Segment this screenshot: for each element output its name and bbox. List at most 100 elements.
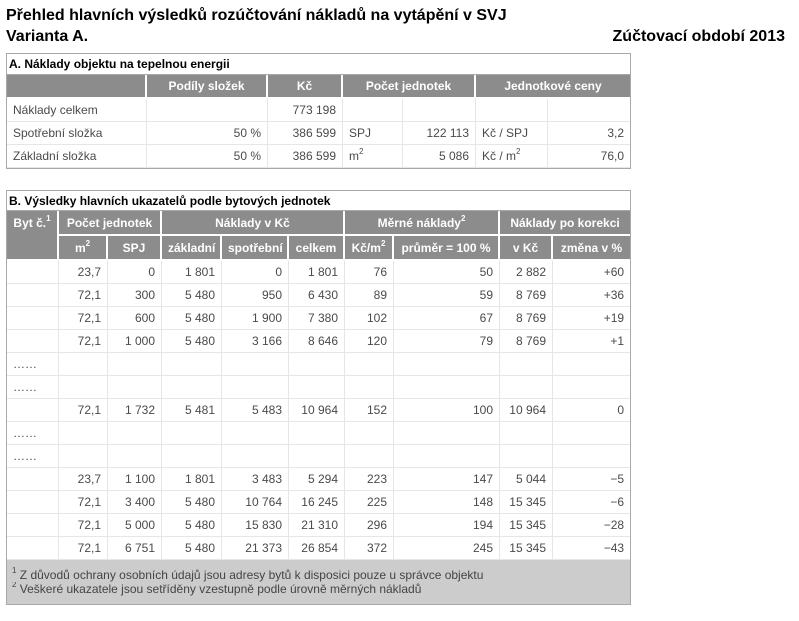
- total-cost: [289, 353, 345, 376]
- unit-cell: [7, 491, 59, 514]
- total-cost: [289, 445, 345, 468]
- total-cost: 10 964: [289, 399, 345, 422]
- unit-cell: ……: [7, 422, 59, 445]
- unit-cell: [7, 330, 59, 353]
- cost-per-m2: 223: [345, 468, 394, 491]
- table-row: 72,1 3 400 5 480 10 764 16 245 225 148 15 345 −6: [7, 491, 631, 514]
- basic-cost: [162, 445, 222, 468]
- total-cost: 26 854: [289, 537, 345, 560]
- average-percent: 79: [394, 330, 500, 353]
- footnote-1: 1 Z důvodů ochrany osobních údajů jsou a…: [7, 560, 631, 582]
- cost-per-m2: 120: [345, 330, 394, 353]
- subheader-m2: m2: [59, 236, 108, 261]
- consumption-cost: 10 764: [222, 491, 289, 514]
- spj-value: 300: [108, 284, 162, 307]
- change-percent: [553, 422, 631, 445]
- price-value: 3,2: [548, 122, 631, 145]
- area-m2: 72,1: [59, 537, 108, 560]
- header-czk: Kč: [268, 75, 343, 99]
- total-cost: 16 245: [289, 491, 345, 514]
- header-unit-no: Byt č.1: [7, 211, 59, 261]
- cost-per-m2: [345, 422, 394, 445]
- subheader-consumption: spotřební: [222, 236, 289, 261]
- table-row: 72,1 600 5 480 1 900 7 380 102 67 8 769 +19: [7, 307, 631, 330]
- change-percent: −43: [553, 537, 631, 560]
- spj-value: 600: [108, 307, 162, 330]
- average-percent: 50: [394, 261, 500, 284]
- unit-count: 5 086: [403, 145, 476, 168]
- unit-cell: [7, 307, 59, 330]
- table-row: ……: [7, 353, 631, 376]
- total-cost: 21 310: [289, 514, 345, 537]
- czk-value: 386 599: [268, 145, 343, 168]
- section-b-title: B. Výsledky hlavních ukazatelů podle byt…: [7, 191, 631, 211]
- area-m2: [59, 353, 108, 376]
- area-m2: 72,1: [59, 399, 108, 422]
- basic-cost: [162, 353, 222, 376]
- change-percent: [553, 376, 631, 399]
- table-row: 23,7 1 100 1 801 3 483 5 294 223 147 5 044 −5: [7, 468, 631, 491]
- row-label: Náklady celkem: [7, 99, 147, 122]
- unit-name: SPJ: [343, 122, 403, 145]
- corrected-czk: 8 769: [500, 330, 553, 353]
- cost-per-m2: 296: [345, 514, 394, 537]
- czk-value: 773 198: [268, 99, 343, 122]
- period-label: Zúčtovací období 2013: [612, 28, 785, 45]
- unit-cell: [7, 514, 59, 537]
- cost-per-m2: 152: [345, 399, 394, 422]
- row-label: Základní složka: [7, 145, 147, 168]
- basic-cost: 1 801: [162, 261, 222, 284]
- table-row: 72,1 5 000 5 480 15 830 21 310 296 194 15 345 −2…: [7, 514, 631, 537]
- area-m2: [59, 445, 108, 468]
- header-empty: [7, 75, 147, 99]
- average-percent: [394, 445, 500, 468]
- section-a-header-row: Podíly složek Kč Počet jednotek Jednotko…: [7, 75, 631, 99]
- unit-cell: [7, 261, 59, 284]
- area-m2: [59, 422, 108, 445]
- average-percent: 67: [394, 307, 500, 330]
- area-m2: [59, 376, 108, 399]
- spj-value: [108, 445, 162, 468]
- share-value: 50 %: [147, 145, 268, 168]
- table-row: ……: [7, 376, 631, 399]
- price-unit: [476, 99, 548, 122]
- spj-value: 6 751: [108, 537, 162, 560]
- table-row: ……: [7, 422, 631, 445]
- area-m2: 23,7: [59, 261, 108, 284]
- cost-per-m2: 76: [345, 261, 394, 284]
- price-value: [548, 99, 631, 122]
- consumption-cost: [222, 353, 289, 376]
- header-specific-costs: Měrné náklady2: [345, 211, 500, 236]
- average-percent: 245: [394, 537, 500, 560]
- unit-cell: [7, 399, 59, 422]
- cost-per-m2: [345, 353, 394, 376]
- basic-cost: 5 480: [162, 307, 222, 330]
- corrected-czk: 8 769: [500, 284, 553, 307]
- area-m2: 72,1: [59, 514, 108, 537]
- spj-value: [108, 353, 162, 376]
- change-percent: −6: [553, 491, 631, 514]
- corrected-czk: [500, 376, 553, 399]
- subheader-total: celkem: [289, 236, 345, 261]
- spj-value: 0: [108, 261, 162, 284]
- cost-per-m2: 225: [345, 491, 394, 514]
- price-value: 76,0: [548, 145, 631, 168]
- table-row: Základní složka 50 % 386 599 m2 5 086 Kč / m2…: [7, 145, 631, 168]
- price-unit: Kč / m2: [476, 145, 548, 168]
- unit-cell: ……: [7, 376, 59, 399]
- spj-value: [108, 422, 162, 445]
- total-cost: 5 294: [289, 468, 345, 491]
- table-row: ……: [7, 445, 631, 468]
- area-m2: 72,1: [59, 330, 108, 353]
- table-row: 72,1 300 5 480 950 6 430 89 59 8 769 +36: [7, 284, 631, 307]
- area-m2: 23,7: [59, 468, 108, 491]
- corrected-czk: [500, 353, 553, 376]
- subheader-in-czk: v Kč: [500, 236, 553, 261]
- area-m2: 72,1: [59, 307, 108, 330]
- unit-name: m2: [343, 145, 403, 168]
- report-subtitle-row: Varianta A. Zúčtovací období 2013: [6, 26, 785, 47]
- consumption-cost: 3 483: [222, 468, 289, 491]
- average-percent: 147: [394, 468, 500, 491]
- unit-cell: ……: [7, 353, 59, 376]
- table-row: 72,1 1 732 5 481 5 483 10 964 152 100 10 964 0: [7, 399, 631, 422]
